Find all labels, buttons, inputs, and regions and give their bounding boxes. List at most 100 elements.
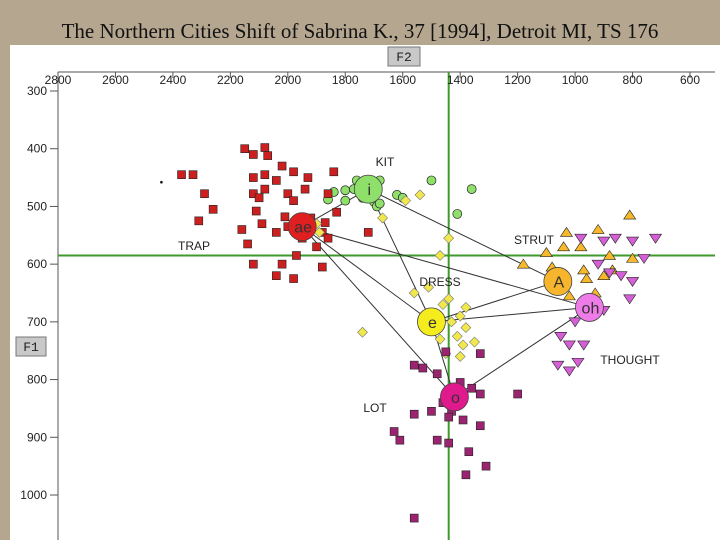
e-data-point bbox=[423, 281, 435, 293]
mean-connection-line bbox=[367, 188, 432, 323]
ae-data-point bbox=[363, 228, 373, 237]
ae-data-point bbox=[249, 259, 258, 269]
e-data-point bbox=[434, 250, 446, 261]
ah-mean-symbol: A bbox=[554, 274, 565, 291]
ah-data-point bbox=[591, 223, 605, 234]
oh-data-point bbox=[562, 340, 576, 351]
e-data-point bbox=[400, 195, 412, 207]
x-tick-label: 600 bbox=[680, 73, 700, 87]
oh-data-point bbox=[597, 236, 611, 247]
x-axis: 2800 2600 2400 2200 2000 1800 1600 1400 1200 1000… bbox=[45, 72, 700, 87]
ae-data-point bbox=[249, 173, 258, 182]
o-data-point bbox=[444, 412, 453, 422]
e-data-point bbox=[460, 322, 472, 334]
ae-data-point bbox=[289, 196, 298, 205]
mean-connection-line bbox=[301, 226, 455, 398]
o-class-label: LOT bbox=[363, 401, 387, 415]
ae-data-point bbox=[289, 274, 298, 283]
x-tick-label: 2400 bbox=[160, 73, 187, 87]
x-tick-label: 2200 bbox=[217, 73, 244, 87]
oh-data-point bbox=[577, 340, 591, 351]
oh-data-point bbox=[637, 254, 651, 264]
e-data-point bbox=[357, 326, 368, 338]
oh-data-point bbox=[554, 331, 568, 342]
ae-data-point bbox=[277, 259, 287, 269]
y-tick-label: 600 bbox=[27, 257, 47, 271]
ae-data-point bbox=[303, 173, 313, 182]
oh-data-point bbox=[551, 360, 565, 371]
ah-class-label: STRUT bbox=[514, 233, 555, 247]
e-data-point bbox=[469, 336, 480, 348]
ah-data-point bbox=[562, 290, 576, 301]
ah-data-point bbox=[559, 226, 574, 237]
x-tick-label: 2800 bbox=[45, 73, 72, 87]
e-data-point bbox=[443, 293, 455, 305]
ae-data-point bbox=[208, 205, 218, 214]
vowel-labels: KIT TRAP DRESS STRUT THOUGHT LOT bbox=[178, 155, 660, 415]
oh-data-point bbox=[574, 233, 588, 244]
ah-data-point bbox=[574, 241, 588, 252]
ae-data-point bbox=[260, 184, 270, 194]
o-mean-symbol: o bbox=[451, 390, 460, 407]
e-data-point bbox=[460, 302, 472, 313]
o-data-point bbox=[427, 407, 436, 416]
ae-data-point bbox=[283, 189, 293, 199]
outlier-point bbox=[160, 180, 163, 184]
oh-data-point bbox=[608, 233, 622, 244]
reference-lines bbox=[58, 72, 715, 540]
ah-data-point bbox=[625, 252, 640, 263]
slide-title: The Northern Cities Shift of Sabrina K.,… bbox=[61, 19, 659, 43]
x-tick-label: 1800 bbox=[332, 73, 359, 87]
ae-data-point bbox=[292, 251, 301, 260]
oh-data-point bbox=[625, 277, 640, 287]
e-mean-symbol: e bbox=[428, 315, 437, 332]
o-data-point bbox=[461, 470, 471, 480]
e-data-point bbox=[414, 189, 426, 201]
x-tick-label: 1600 bbox=[389, 73, 416, 87]
o-data-point bbox=[441, 347, 451, 357]
oh-data-point bbox=[648, 233, 663, 244]
e-mean-marker bbox=[417, 307, 446, 337]
o-mean-marker bbox=[440, 382, 469, 412]
oh-class-label: THOUGHT bbox=[600, 353, 660, 367]
i-data-point bbox=[466, 184, 477, 194]
o-data-point bbox=[458, 415, 468, 425]
o-data-point bbox=[467, 383, 476, 393]
y-tick-label: 700 bbox=[27, 315, 47, 329]
ae-data-point bbox=[332, 207, 341, 217]
x-tick-label: 1200 bbox=[504, 73, 531, 87]
ae-data-point bbox=[254, 193, 264, 203]
ae-data-point bbox=[251, 206, 261, 216]
ah-mean-marker bbox=[543, 267, 573, 296]
i-mean-marker bbox=[353, 174, 383, 204]
x-tick-label: 800 bbox=[623, 73, 643, 87]
i-data-point bbox=[374, 198, 385, 209]
plot-background bbox=[10, 45, 720, 540]
oh-data-point bbox=[591, 259, 605, 270]
ae-data-point bbox=[272, 176, 281, 185]
ae-data-point bbox=[194, 216, 204, 226]
oh-data-point bbox=[614, 271, 628, 282]
mean-connection-line bbox=[454, 307, 590, 398]
i-mean-symbol: i bbox=[367, 182, 371, 199]
o-data-point bbox=[395, 435, 405, 445]
oh-data-point bbox=[568, 317, 582, 328]
o-data-point bbox=[409, 409, 419, 419]
e-data-point bbox=[454, 310, 466, 322]
ah-data-point bbox=[623, 209, 637, 220]
x-tick-label: 1400 bbox=[447, 73, 474, 87]
ae-data-point bbox=[263, 151, 273, 160]
o-data-point bbox=[418, 363, 428, 373]
e-data-point bbox=[454, 351, 466, 362]
ah-data-point bbox=[603, 249, 617, 260]
o-data-point bbox=[475, 349, 485, 358]
e-data-point bbox=[437, 299, 449, 310]
e-class-label: DRESS bbox=[419, 275, 460, 289]
ae-data-point bbox=[249, 150, 258, 159]
ae-data-point bbox=[317, 262, 327, 272]
oh-data-point bbox=[623, 294, 637, 305]
ae-data-point bbox=[320, 218, 330, 227]
ae-data-point bbox=[323, 189, 333, 199]
ae-mean-symbol: ae bbox=[294, 220, 312, 237]
i-data-point bbox=[452, 209, 463, 219]
